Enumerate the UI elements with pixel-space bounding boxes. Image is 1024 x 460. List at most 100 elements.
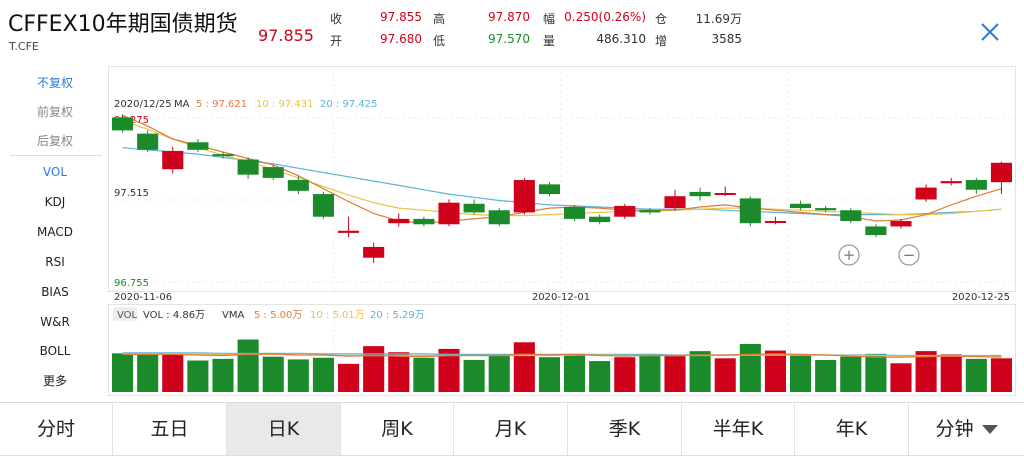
ma20-legend: 20 : 97.425	[320, 99, 377, 110]
quote-label-open: 开	[330, 34, 343, 48]
tab-five-day[interactable]: 五日	[113, 403, 227, 455]
volume-panel-frame	[108, 304, 1016, 396]
zoom-out-icon: −	[903, 246, 916, 264]
vma-title: VMA	[222, 310, 244, 321]
candles	[112, 114, 1012, 264]
menu-no-adjust[interactable]: 不复权	[36, 76, 73, 90]
price-label-mid: 97.515	[114, 188, 149, 199]
volume-bar	[689, 351, 711, 392]
volume-bar	[187, 360, 209, 392]
candle-body	[312, 194, 334, 217]
ma10-legend: 10 : 97.431	[256, 99, 313, 110]
tab-minute-label: 分钟	[935, 418, 974, 440]
ma20-line	[122, 147, 1002, 216]
volume-bar	[388, 352, 410, 392]
menu-bias[interactable]: BIAS	[41, 285, 69, 299]
quote-label-oi-change: 增	[655, 34, 668, 48]
volume-bar	[614, 357, 636, 392]
date-label-end: 2020-12-25	[952, 292, 1010, 303]
candle-body	[790, 203, 812, 209]
volume-bar	[112, 353, 134, 392]
quote-label-high: 高	[433, 12, 446, 26]
volume-bar	[488, 354, 510, 392]
volume-bar	[212, 358, 234, 392]
menu-boll[interactable]: BOLL	[39, 344, 71, 358]
candle-body	[538, 184, 560, 195]
candle-body	[287, 180, 309, 191]
volume-bar	[739, 343, 761, 392]
volume-bar	[538, 357, 560, 392]
candle-body	[388, 218, 410, 224]
candle-body	[112, 117, 134, 131]
volume-bar	[664, 356, 686, 392]
candle-body	[488, 210, 510, 225]
quote-value-close: 97.855	[380, 10, 422, 24]
vol-tag: VOL	[117, 310, 138, 321]
candle-body	[262, 167, 284, 178]
indicator-menu: 不复权 前复权 后复权 VOL KDJ MACD RSI BIAS W&R BO…	[0, 66, 108, 396]
zoom-in-icon: +	[843, 246, 856, 264]
ma5-legend: 5 : 97.621	[196, 99, 247, 110]
candle-body	[990, 162, 1012, 183]
quote-label-volume: 量	[543, 34, 556, 48]
menu-more[interactable]: 更多	[42, 374, 67, 388]
candle-body	[840, 210, 862, 222]
volume-bar	[413, 357, 435, 392]
volume-bar	[312, 357, 334, 392]
vol-tag-box	[113, 307, 137, 321]
candle-body	[865, 226, 887, 236]
volume-bar	[815, 359, 837, 392]
candle-body	[338, 230, 360, 233]
candle-body	[815, 208, 837, 211]
volume-bar	[965, 358, 987, 392]
candle-body	[890, 221, 912, 227]
tab-weekly-k[interactable]: 周K	[341, 403, 454, 455]
tab-quarterly-k[interactable]: 季K	[568, 403, 682, 455]
menu-forward-adjust[interactable]: 前复权	[36, 105, 73, 119]
vma10-legend: 10 : 5.01万	[310, 310, 365, 321]
volume-bar	[940, 354, 962, 392]
tab-minute[interactable]: 分钟	[909, 403, 1024, 455]
zoom-in-button[interactable]: +	[838, 244, 860, 266]
volume-bar	[363, 346, 385, 392]
volume-bar	[840, 356, 862, 392]
date-label-mid: 2020-12-01	[532, 292, 590, 303]
candle-body	[212, 154, 234, 157]
candle-body	[965, 180, 987, 190]
menu-kdj[interactable]: KDJ	[44, 195, 66, 209]
candle-body	[564, 207, 586, 219]
tab-intraday[interactable]: 分时	[0, 403, 113, 455]
candle-body	[187, 142, 209, 150]
volume-bar	[338, 363, 360, 392]
vma-lines	[122, 352, 1002, 358]
kline-chart[interactable]: 2020/12/25 MA 5 : 97.621 10 : 97.431 20 …	[108, 66, 1016, 396]
candle-body	[413, 218, 435, 225]
volume-bar	[463, 359, 485, 392]
quote-header: CFFEX10年期国债期货 T.CFE 97.855 收 97.855 高 97…	[0, 0, 1024, 66]
candle-body	[589, 216, 611, 223]
quote-value-open: 97.680	[380, 32, 422, 46]
volume-bar	[714, 358, 736, 392]
ma-legend: 2020/12/25 MA 5 : 97.621 10 : 97.431 20 …	[114, 99, 377, 110]
candle-body	[689, 191, 711, 197]
volume-bar	[237, 339, 259, 392]
price-label-bottom: 96.755	[114, 278, 149, 289]
volume-bar	[865, 353, 887, 392]
menu-backward-adjust[interactable]: 后复权	[36, 134, 73, 148]
tab-monthly-k[interactable]: 月K	[454, 403, 568, 455]
candle-body	[714, 192, 736, 195]
menu-macd[interactable]: MACD	[37, 225, 73, 239]
candle-body	[237, 159, 259, 175]
tab-half-year-k[interactable]: 半年K	[682, 403, 795, 455]
menu-wr[interactable]: W&R	[40, 315, 70, 329]
candle-body	[614, 205, 636, 217]
menu-vol[interactable]: VOL	[42, 165, 68, 179]
tab-daily-k[interactable]: 日K	[227, 403, 341, 455]
candle-body	[940, 181, 962, 184]
close-icon[interactable]	[976, 18, 1004, 46]
tab-yearly-k[interactable]: 年K	[795, 403, 909, 455]
zoom-out-button[interactable]: −	[898, 244, 920, 266]
vma20-legend: 20 : 5.29万	[370, 310, 425, 321]
quote-value-volume: 486.310	[596, 32, 646, 46]
menu-rsi[interactable]: RSI	[45, 255, 65, 269]
